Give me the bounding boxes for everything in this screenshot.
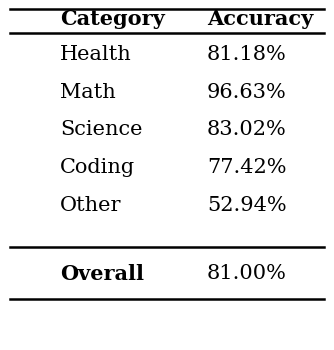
Text: Health: Health: [60, 45, 132, 64]
Text: Math: Math: [60, 83, 116, 102]
Text: Coding: Coding: [60, 158, 135, 177]
Text: Other: Other: [60, 196, 122, 215]
Text: Category: Category: [60, 9, 165, 29]
Text: 81.18%: 81.18%: [207, 45, 287, 64]
Text: 81.00%: 81.00%: [207, 264, 287, 283]
Text: Accuracy: Accuracy: [207, 9, 313, 29]
Text: 52.94%: 52.94%: [207, 196, 287, 215]
Text: Overall: Overall: [60, 264, 144, 284]
Text: 77.42%: 77.42%: [207, 158, 287, 177]
Text: 83.02%: 83.02%: [207, 120, 287, 139]
Text: 96.63%: 96.63%: [207, 83, 287, 102]
Text: Science: Science: [60, 120, 143, 139]
